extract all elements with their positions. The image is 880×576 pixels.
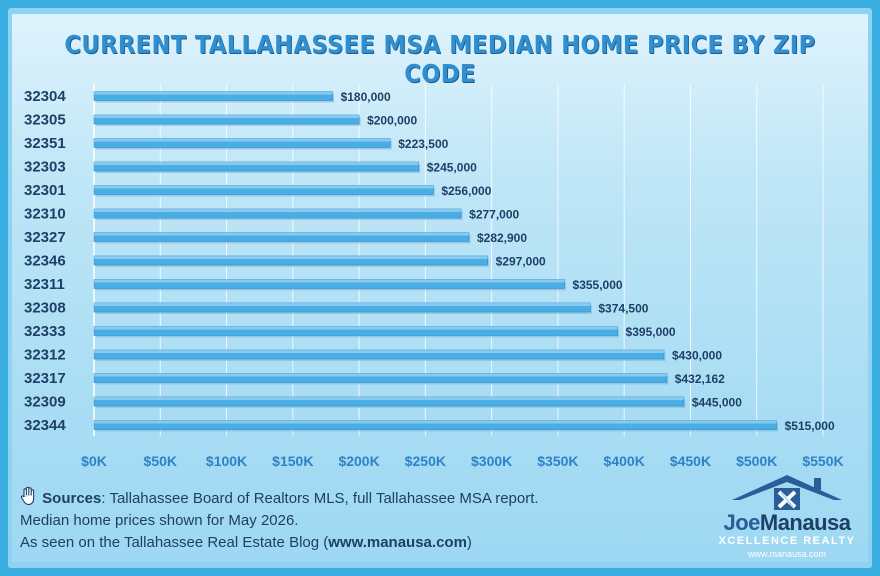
x-tick-label: $400K (604, 453, 645, 469)
x-tick-label: $150K (272, 453, 313, 469)
bar (93, 185, 434, 195)
bar-highlight (94, 162, 419, 165)
x-tick-label: $50K (144, 453, 177, 469)
x-tick-label: $550K (802, 453, 843, 469)
x-tick-label: $250K (405, 453, 446, 469)
sources-text: : Tallahassee Board of Realtors MLS, ful… (101, 490, 539, 507)
category-label: 32312 (24, 347, 66, 364)
value-label: $374,500 (598, 302, 648, 316)
sources-line: Sources: Tallahassee Board of Realtors M… (20, 486, 640, 510)
category-label: 32333 (24, 323, 66, 340)
bar-highlight (94, 373, 667, 377)
value-label: $277,000 (469, 208, 519, 222)
category-label: 32304 (24, 88, 66, 105)
bar-highlight (94, 91, 333, 95)
category-label: 32317 (24, 370, 66, 387)
x-tick-label: $200K (338, 453, 379, 469)
category-label: 32351 (24, 135, 66, 152)
logo-url: www.manausa.com (747, 549, 827, 559)
value-label: $223,500 (398, 137, 448, 151)
value-label: $282,900 (477, 231, 527, 245)
value-label: $355,000 (573, 278, 623, 292)
bar (93, 114, 360, 125)
category-label: 32309 (24, 394, 66, 411)
category-label: 32303 (24, 159, 66, 176)
logo-tagline: XCELLENCE REALTY (718, 535, 856, 547)
bar-highlight (94, 326, 618, 330)
value-label: $245,000 (427, 161, 477, 175)
bar-highlight (94, 185, 434, 189)
sources-label: Sources (42, 490, 102, 507)
bar (93, 373, 668, 383)
bar (93, 420, 777, 430)
value-label: $395,000 (626, 325, 676, 339)
blog-prefix: As seen on the Tallahassee Real Estate B… (20, 534, 329, 551)
value-label: $515,000 (785, 419, 835, 433)
bar (93, 349, 665, 360)
bar-highlight (94, 279, 565, 283)
bar (93, 138, 391, 148)
date-line: Median home prices shown for May 2026. (20, 512, 299, 529)
blog-link[interactable]: www.manausa.com (328, 534, 467, 551)
x-tick-label: $100K (206, 453, 247, 469)
logo-name-second: Manausa (759, 510, 851, 535)
bar (93, 91, 333, 101)
bar (93, 161, 420, 172)
bar-highlight (94, 350, 664, 353)
bar-highlight (94, 397, 684, 400)
x-tick-label: $500K (736, 453, 777, 469)
value-label: $445,000 (692, 396, 742, 410)
category-label: 32308 (24, 300, 66, 317)
logo-wordmark: JoeManausa (712, 510, 862, 536)
bar-chart: 32304 $180,000 32305 $200,000 32351 $223,500 3… (24, 84, 844, 469)
value-label: $180,000 (341, 90, 391, 104)
category-label: 32327 (24, 229, 66, 246)
bar (93, 232, 470, 242)
value-label: $200,000 (367, 114, 417, 128)
value-label: $297,000 (496, 255, 546, 269)
house-x-icon (732, 475, 842, 510)
bar-highlight (94, 138, 391, 142)
bar-highlight (94, 232, 469, 236)
x-tick-label: $300K (471, 453, 512, 469)
x-tick-label: $350K (537, 453, 578, 469)
chart-footer: Sources: Tallahassee Board of Realtors M… (20, 486, 640, 554)
category-label: 32311 (24, 276, 65, 293)
bar-highlight (94, 420, 777, 424)
bar (93, 302, 591, 313)
category-label: 32344 (24, 417, 66, 434)
category-label: 32305 (24, 112, 66, 129)
bar-highlight (94, 256, 488, 259)
bar-highlight (94, 303, 591, 306)
value-label: $432,162 (675, 372, 725, 386)
logo-name-first: Joe (723, 510, 760, 535)
bar (93, 279, 565, 289)
brand-logo: JoeManausa XCELLENCE REALTY www.manausa.… (712, 472, 862, 564)
x-tick-label: $450K (670, 453, 711, 469)
raised-hand-icon (20, 486, 35, 506)
category-label: 32301 (24, 182, 66, 199)
blog-suffix: ) (466, 534, 472, 551)
bar (93, 208, 462, 219)
bar (93, 396, 685, 407)
value-label: $256,000 (441, 184, 491, 198)
bar (93, 326, 618, 336)
blog-line: As seen on the Tallahassee Real Estate B… (20, 532, 640, 554)
bar-highlight (94, 209, 462, 212)
category-label: 32346 (24, 253, 66, 270)
bar-highlight (94, 115, 360, 118)
chart-title: CURRENT TALLAHASSEE MSA MEDIAN HOME PRIC… (64, 30, 816, 88)
category-label: 32310 (24, 206, 66, 223)
value-label: $430,000 (672, 349, 722, 363)
bar (93, 255, 488, 266)
x-tick-label: $0K (81, 453, 107, 469)
